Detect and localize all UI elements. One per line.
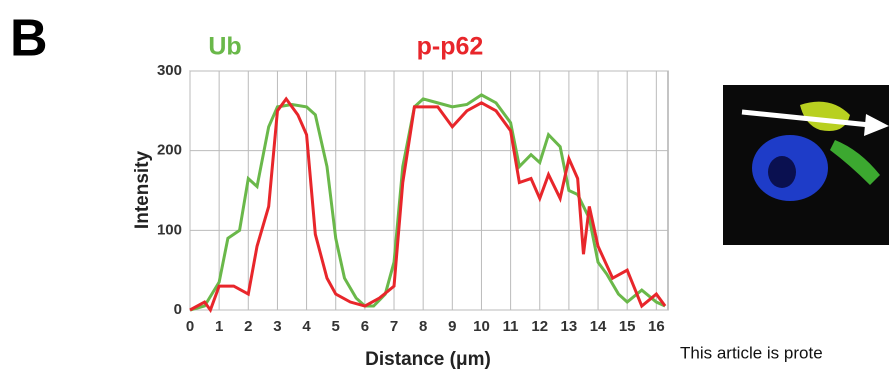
panel-label: B [10, 10, 48, 68]
x-tick-label: 5 [332, 318, 340, 335]
y-tick-label: 0 [174, 301, 182, 318]
x-tick-label: 13 [561, 318, 578, 335]
x-tick-label: 2 [244, 318, 252, 335]
micrograph [723, 85, 889, 245]
legend-entry: p-p62 [417, 33, 484, 61]
y-axis-label: Intensity [132, 151, 153, 230]
legend-entry: Ub [208, 33, 241, 61]
page: B Intensity Distance (μm) This article i… [0, 0, 889, 379]
x-tick-label: 8 [419, 318, 427, 335]
x-tick-label: 1 [215, 318, 223, 335]
y-tick-label: 100 [157, 221, 182, 238]
x-tick-label: 15 [619, 318, 636, 335]
footer-text: This article is prote [680, 343, 823, 362]
x-tick-label: 4 [302, 318, 311, 335]
x-tick-label: 0 [186, 318, 194, 335]
x-tick-label: 6 [361, 318, 369, 335]
x-tick-label: 3 [273, 318, 281, 335]
figure: B Intensity Distance (μm) This article i… [0, 0, 889, 379]
x-tick-label: 11 [503, 318, 519, 335]
x-tick-label: 12 [531, 318, 548, 335]
y-tick-label: 300 [157, 62, 182, 79]
x-tick-label: 7 [390, 318, 398, 335]
x-tick-label: 9 [448, 318, 456, 335]
y-tick-label: 200 [157, 142, 182, 159]
x-tick-label: 10 [473, 318, 490, 335]
x-axis-label: Distance (μm) [365, 349, 491, 370]
x-tick-label: 16 [648, 318, 665, 335]
x-tick-label: 14 [590, 318, 607, 335]
